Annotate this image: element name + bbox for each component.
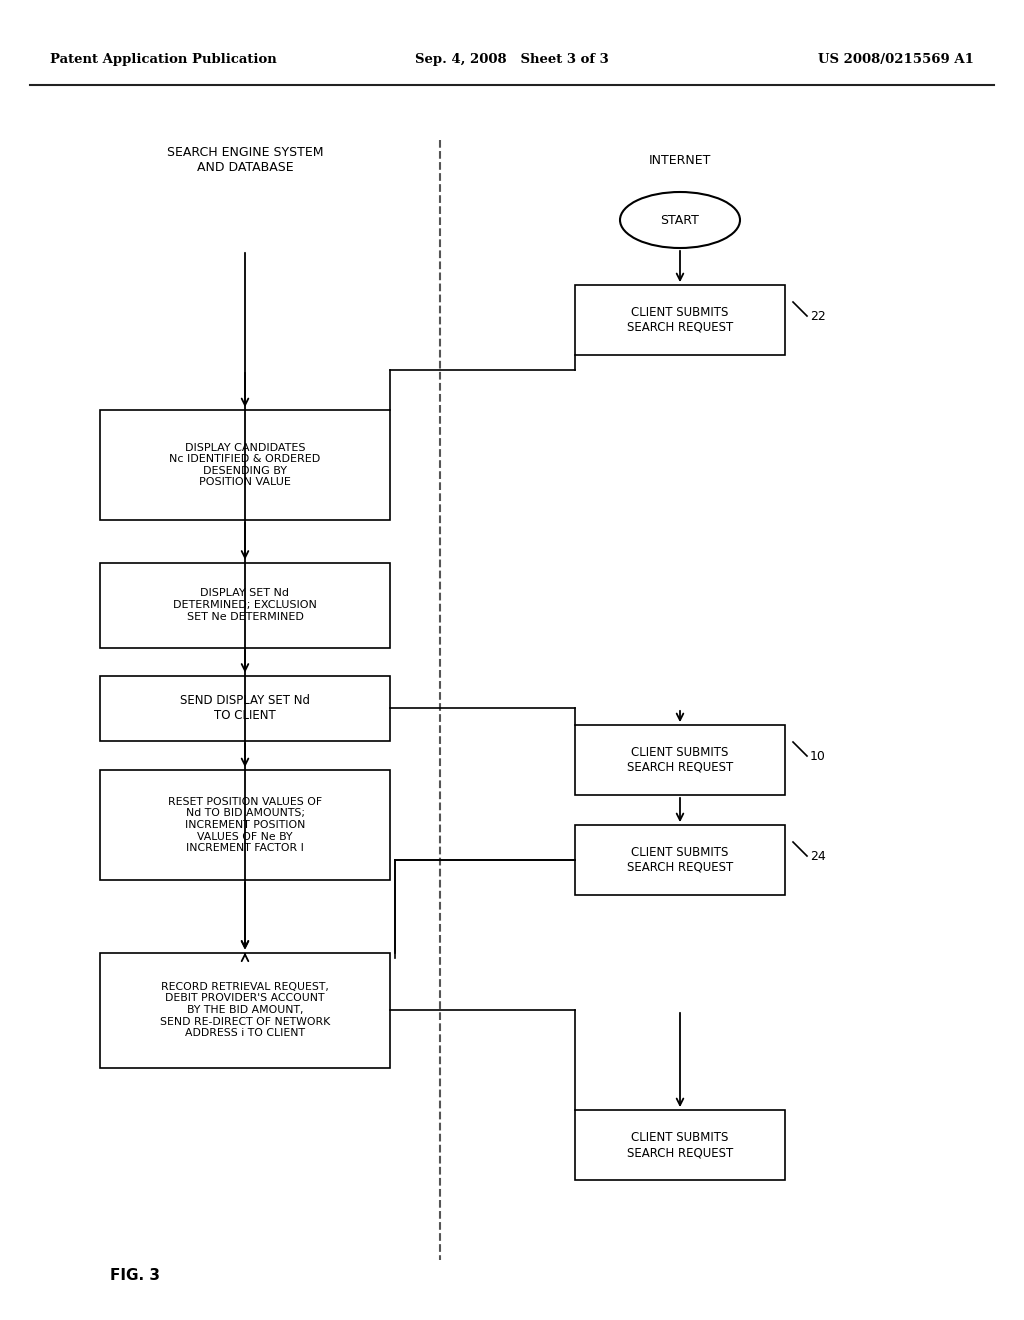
Text: CLIENT SUBMITS
SEARCH REQUEST: CLIENT SUBMITS SEARCH REQUEST <box>627 306 733 334</box>
Bar <box>100 953 390 1068</box>
Ellipse shape <box>620 191 740 248</box>
Bar <box>100 676 390 741</box>
Text: INTERNET: INTERNET <box>649 153 712 166</box>
Bar <box>575 1110 785 1180</box>
Text: CLIENT SUBMITS
SEARCH REQUEST: CLIENT SUBMITS SEARCH REQUEST <box>627 746 733 774</box>
Text: DISPLAY SET Nd
DETERMINED; EXCLUSION
SET Ne DETERMINED: DISPLAY SET Nd DETERMINED; EXCLUSION SET… <box>173 589 317 622</box>
Text: SEND DISPLAY SET Nd
TO CLIENT: SEND DISPLAY SET Nd TO CLIENT <box>180 694 310 722</box>
Text: SEARCH ENGINE SYSTEM
AND DATABASE: SEARCH ENGINE SYSTEM AND DATABASE <box>167 147 324 174</box>
Text: US 2008/0215569 A1: US 2008/0215569 A1 <box>818 54 974 66</box>
Text: CLIENT SUBMITS
SEARCH REQUEST: CLIENT SUBMITS SEARCH REQUEST <box>627 1131 733 1159</box>
Text: RESET POSITION VALUES OF
Nd TO BID AMOUNTS;
INCREMENT POSITION
VALUES OF Ne BY
I: RESET POSITION VALUES OF Nd TO BID AMOUN… <box>168 797 323 853</box>
Bar <box>100 770 390 880</box>
Bar <box>100 562 390 648</box>
Text: RECORD RETRIEVAL REQUEST,
DEBIT PROVIDER'S ACCOUNT
BY THE BID AMOUNT,
SEND RE-DI: RECORD RETRIEVAL REQUEST, DEBIT PROVIDER… <box>160 982 330 1039</box>
Bar <box>575 825 785 895</box>
Text: Patent Application Publication: Patent Application Publication <box>50 54 276 66</box>
Bar <box>575 725 785 795</box>
Text: 10: 10 <box>810 750 826 763</box>
Text: 22: 22 <box>810 309 825 322</box>
Text: CLIENT SUBMITS
SEARCH REQUEST: CLIENT SUBMITS SEARCH REQUEST <box>627 846 733 874</box>
Text: Sep. 4, 2008   Sheet 3 of 3: Sep. 4, 2008 Sheet 3 of 3 <box>415 54 609 66</box>
Bar <box>100 411 390 520</box>
Text: DISPLAY CANDIDATES
Nc IDENTIFIED & ORDERED
DESENDING BY
POSITION VALUE: DISPLAY CANDIDATES Nc IDENTIFIED & ORDER… <box>169 442 321 487</box>
Bar <box>575 285 785 355</box>
Text: START: START <box>660 214 699 227</box>
Text: FIG. 3: FIG. 3 <box>110 1267 160 1283</box>
Text: 24: 24 <box>810 850 825 862</box>
